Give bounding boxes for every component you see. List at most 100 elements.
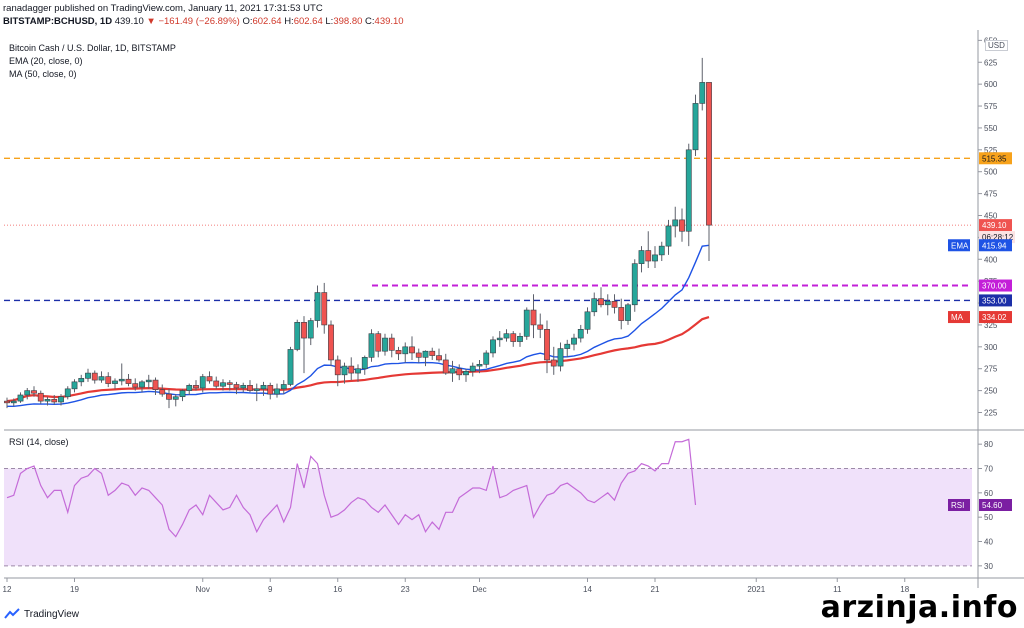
candle xyxy=(375,331,382,358)
candle xyxy=(145,374,152,389)
time-tick-label: 11 xyxy=(833,585,842,594)
candle-body xyxy=(348,365,355,374)
candle xyxy=(226,380,233,391)
price-tick-label: 500 xyxy=(984,168,998,177)
candle-body xyxy=(91,372,98,381)
candle-body xyxy=(523,309,530,337)
candle xyxy=(213,376,220,389)
close-value: 439.10 xyxy=(374,16,404,27)
price-tick-label: 600 xyxy=(984,80,998,89)
ma-legend[interactable]: MA (50, close, 0) xyxy=(9,69,77,79)
ema-tag-value: 415.94 xyxy=(982,241,1007,250)
candle-body xyxy=(388,337,395,351)
candle-body xyxy=(557,348,564,367)
candle-body xyxy=(220,382,226,387)
candle-body xyxy=(375,333,382,352)
candle xyxy=(598,287,604,308)
candle xyxy=(368,329,375,362)
rsi-tag-value-bg xyxy=(979,499,1012,511)
candle-body xyxy=(631,263,638,306)
candle xyxy=(658,241,665,262)
candle-body xyxy=(496,337,503,341)
candle-body xyxy=(193,385,199,389)
time-tick-label: Dec xyxy=(472,585,486,594)
candle-body xyxy=(78,378,85,383)
candle-body xyxy=(618,307,625,321)
candle xyxy=(44,396,51,406)
candle xyxy=(449,360,456,382)
candle xyxy=(618,298,625,330)
candle xyxy=(301,316,307,374)
candle-body xyxy=(584,311,591,330)
candle-body xyxy=(233,384,240,389)
candle-body xyxy=(645,250,652,262)
candle xyxy=(679,208,685,242)
footer-brand[interactable]: TradingView xyxy=(4,608,79,620)
candle xyxy=(186,383,193,395)
candle xyxy=(530,294,537,339)
candle xyxy=(496,331,503,347)
candle xyxy=(206,371,213,384)
currency-badge[interactable]: USD xyxy=(985,40,1008,51)
price-tick-label: 550 xyxy=(984,124,998,133)
candle xyxy=(125,373,132,387)
rsi-tick-label: 80 xyxy=(984,440,993,449)
candle-body xyxy=(98,376,105,381)
candle xyxy=(611,294,618,314)
rsi-legend[interactable]: RSI (14, close) xyxy=(9,437,69,447)
price-tick-label: 275 xyxy=(984,365,998,374)
candle xyxy=(422,350,429,367)
candle xyxy=(510,331,517,347)
rsi-tag-label: RSI xyxy=(951,501,964,510)
candle-body xyxy=(301,322,307,339)
price-tick-label: 575 xyxy=(984,102,998,111)
candle-body xyxy=(395,350,402,355)
candle-body xyxy=(625,304,631,321)
candle-body xyxy=(206,376,213,382)
candle-body xyxy=(692,103,699,151)
level-tag-353-text: 353.00 xyxy=(982,296,1007,305)
candle-body xyxy=(125,378,132,384)
level-tag-353-bg xyxy=(979,294,1012,307)
price-tick-label: 625 xyxy=(984,58,998,67)
candle-body xyxy=(287,349,294,385)
candle xyxy=(159,384,166,397)
ema-legend[interactable]: EMA (20, close, 0) xyxy=(9,56,83,66)
candle-body xyxy=(179,390,186,398)
rsi-tick-label: 50 xyxy=(984,513,993,522)
ma50-line xyxy=(6,316,710,403)
rsi-tick-label: 30 xyxy=(984,562,993,571)
candle-body xyxy=(658,245,665,256)
candle xyxy=(577,324,584,343)
rsi-tick-label: 60 xyxy=(984,489,993,498)
candle-body xyxy=(382,337,388,352)
candle-body xyxy=(274,388,280,395)
candle-body xyxy=(591,298,598,313)
candle xyxy=(307,317,314,346)
candle-body xyxy=(665,225,672,247)
candle xyxy=(78,374,85,387)
candle-body xyxy=(483,352,490,365)
candle xyxy=(564,339,571,358)
candle xyxy=(571,333,577,351)
candle xyxy=(71,379,78,393)
candle-body xyxy=(355,368,361,374)
candle xyxy=(287,346,294,387)
candle-body xyxy=(341,365,348,376)
level-tag-370: 370.00 xyxy=(979,279,1012,292)
rsi-tick-label: 70 xyxy=(984,465,993,474)
candle-body xyxy=(247,385,253,391)
candle xyxy=(280,380,287,395)
candle-body xyxy=(564,343,571,349)
candle-body xyxy=(510,333,517,342)
candle xyxy=(112,378,118,389)
candle xyxy=(476,359,483,374)
candle-body xyxy=(213,380,220,387)
candle-body xyxy=(598,298,604,306)
candle-body xyxy=(638,250,645,264)
candle xyxy=(409,336,415,360)
ma-tag: MA 334.02 xyxy=(948,311,1012,324)
symbol-label: BITSTAMP:BCHUSD, 1D xyxy=(3,16,113,27)
candle xyxy=(24,387,31,400)
